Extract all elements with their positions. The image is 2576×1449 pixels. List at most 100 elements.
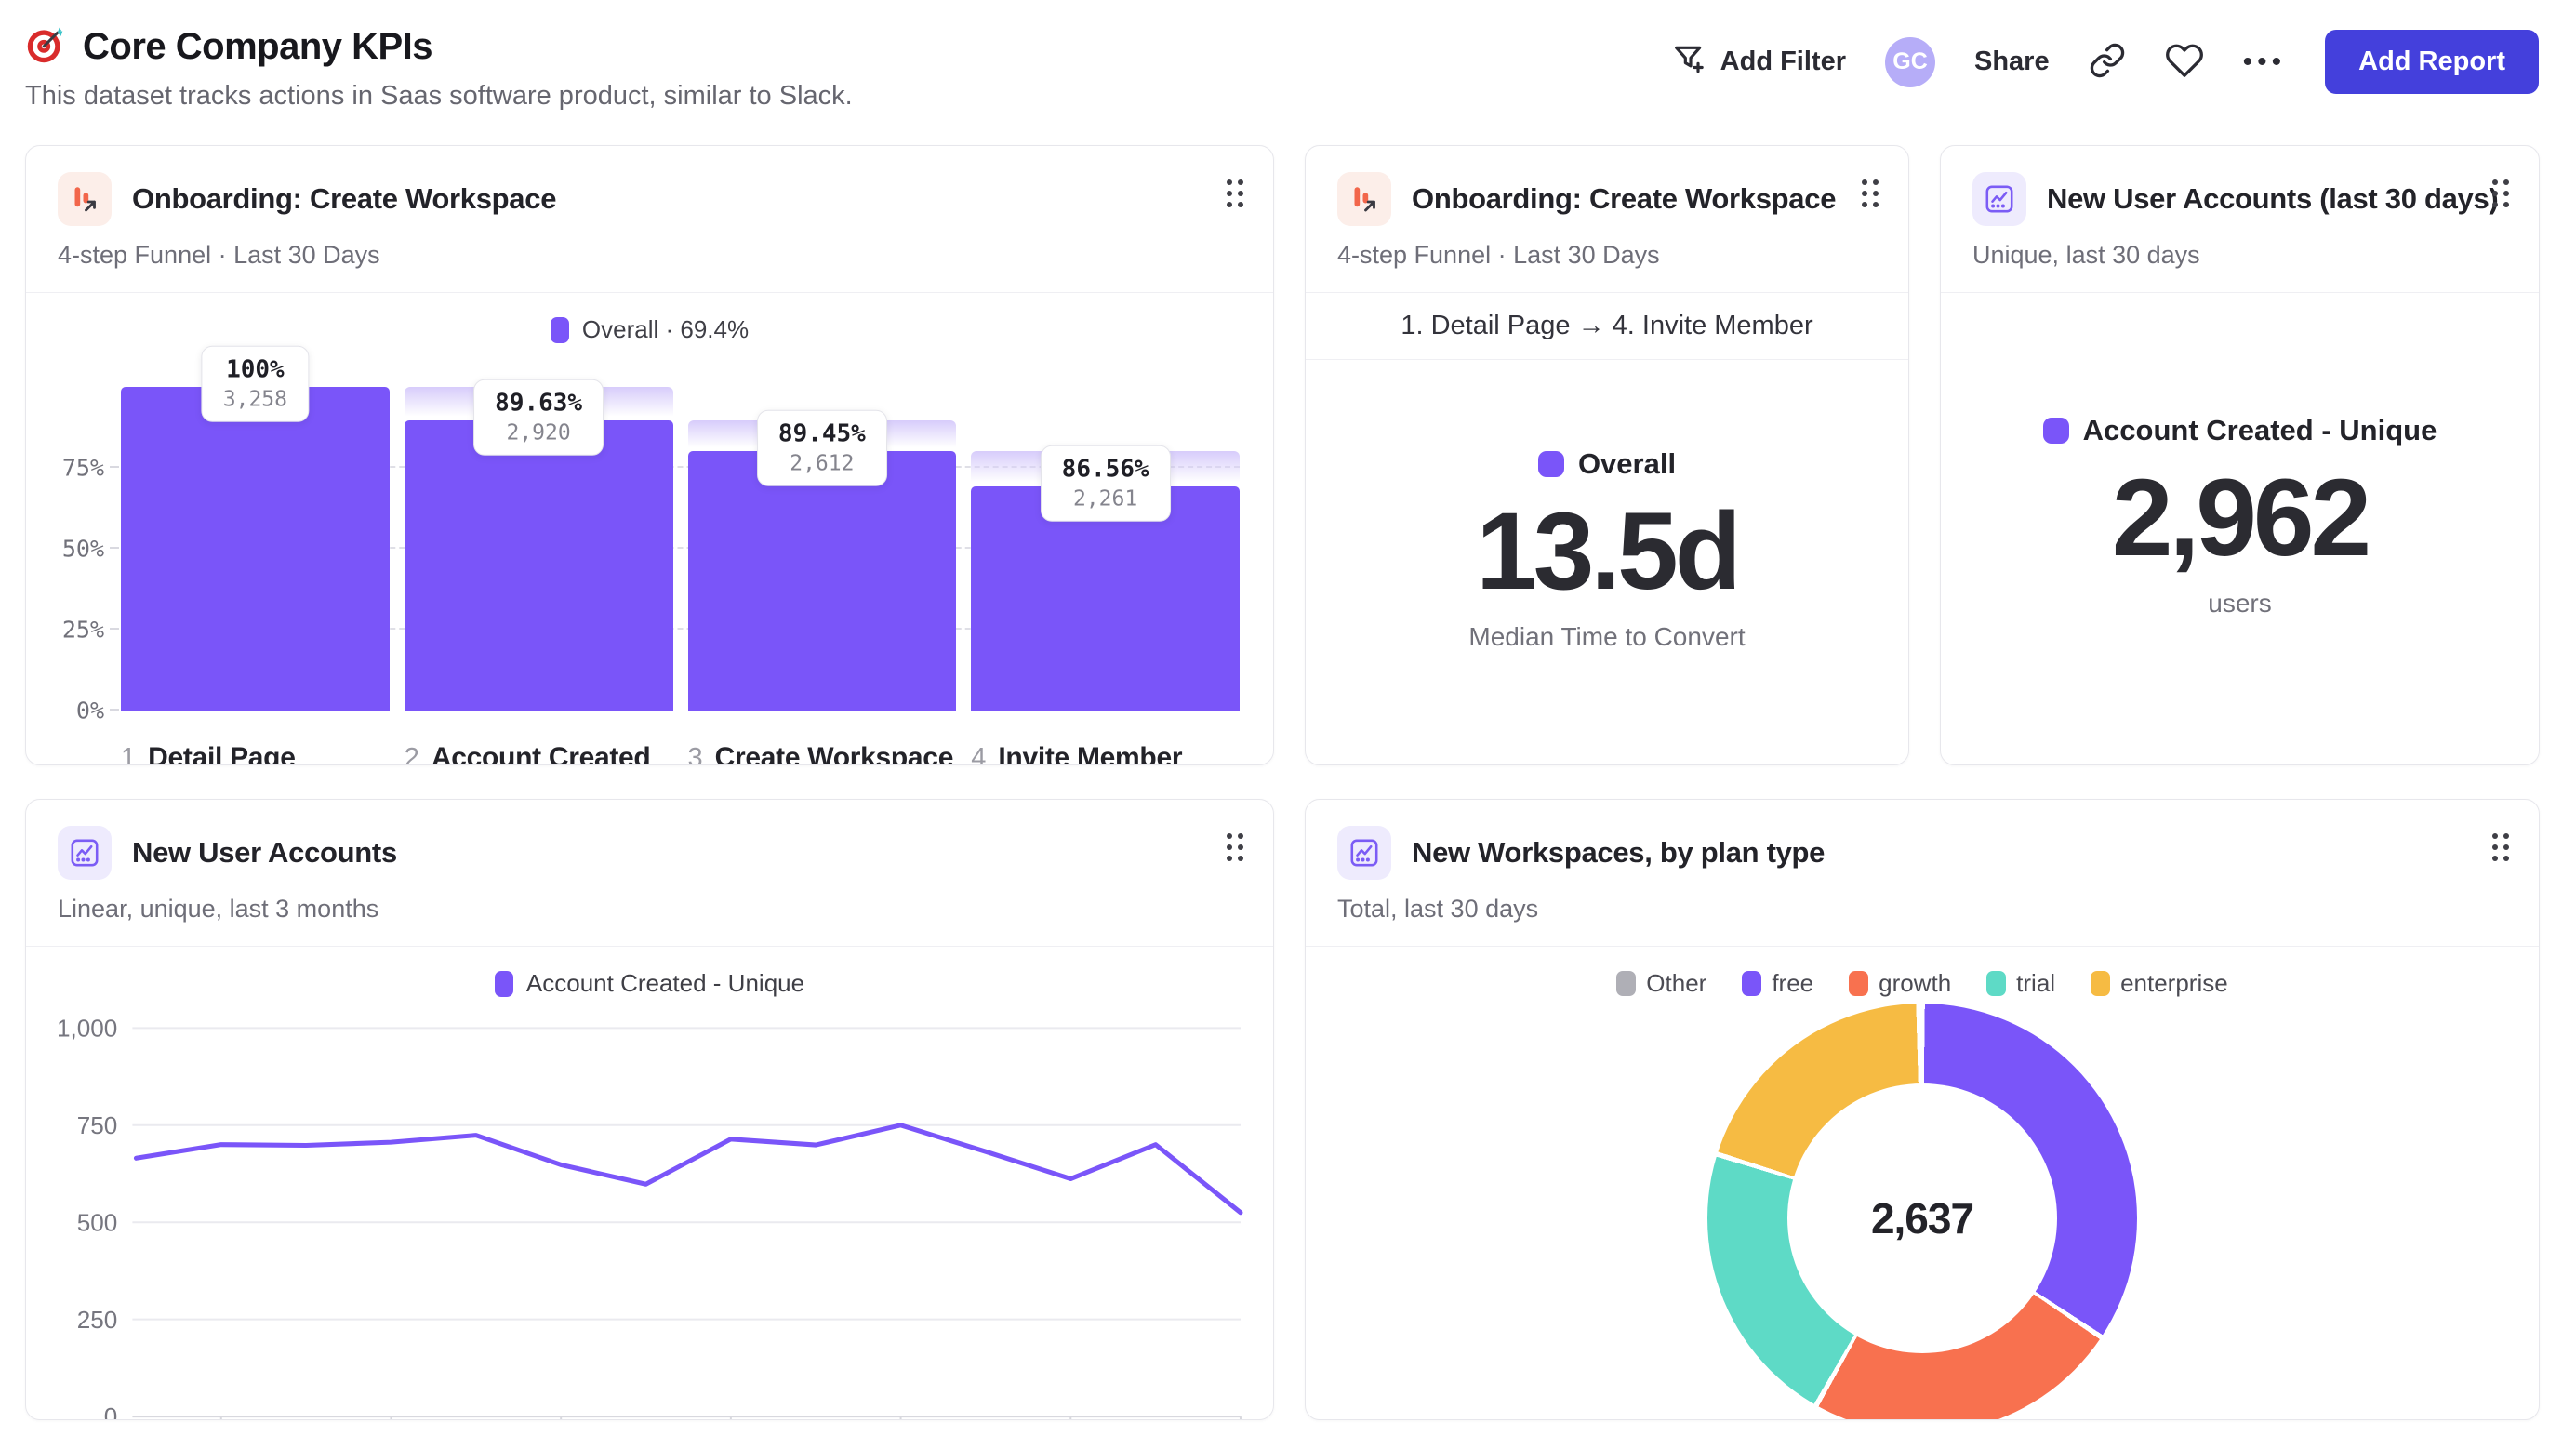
line-chart: Account Created - Unique 1,000 750 500 250 0… <box>26 947 1273 1420</box>
card-title: New User Accounts (last 30 days) <box>2047 182 2499 215</box>
legend-chip <box>1742 971 1762 996</box>
add-report-button[interactable]: Add Report <box>2325 30 2539 94</box>
drag-handle-icon[interactable] <box>1227 833 1243 861</box>
tooltip-percent: 100% <box>226 355 285 384</box>
donut-center-value: 2,637 <box>1870 1194 1974 1243</box>
card-header: Onboarding: Create Workspace 4-step Funn… <box>1306 146 1908 293</box>
legend-item-other[interactable]: Other <box>1616 969 1706 998</box>
drag-handle-icon[interactable] <box>1227 179 1243 207</box>
legend-chip <box>2042 417 2069 444</box>
tooltip-percent: 89.63% <box>495 389 583 418</box>
card-header: Onboarding: Create Workspace 4-step Funn… <box>26 146 1273 293</box>
y-axis-tick <box>110 628 119 630</box>
new-accounts-card: New User Accounts (last 30 days) Unique,… <box>1940 145 2540 765</box>
legend-item-growth[interactable]: growth <box>1849 969 1951 998</box>
drag-handle-icon[interactable] <box>2492 179 2509 207</box>
funnel-legend[interactable]: Overall · 69.4% <box>54 293 1245 344</box>
funnel-gridline <box>121 547 1240 549</box>
funnel-bar[interactable] <box>121 387 390 711</box>
target-icon <box>25 24 66 70</box>
metric-caption: Median Time to Convert <box>1468 621 1746 651</box>
funnel-bar-slot: 100% 3,258 <box>121 345 390 711</box>
funnel-bar-tooltip: 100% 3,258 <box>201 345 309 422</box>
header-actions: Add Filter GC Share ••• Add Report <box>1670 30 2539 94</box>
step-name: Create Workspace <box>714 742 954 765</box>
card-subtitle: Unique, last 30 days <box>1972 241 2200 269</box>
drag-handle-icon[interactable] <box>2492 833 2509 861</box>
svg-text:0: 0 <box>104 1402 118 1420</box>
favorite-button[interactable] <box>2165 41 2204 83</box>
svg-text:250: 250 <box>77 1306 118 1334</box>
page-title: Core Company KPIs <box>83 26 433 67</box>
card-subtitle: Total, last 30 days <box>1337 895 1539 923</box>
funnel-gridline <box>121 628 1240 630</box>
y-axis-label: 0% <box>75 697 104 724</box>
drag-handle-icon[interactable] <box>1862 179 1879 207</box>
legend-label: Account Created - Unique <box>525 969 805 997</box>
legend-label: Other <box>1646 969 1707 997</box>
funnel-bar[interactable] <box>404 420 673 711</box>
step-name: Detail Page <box>148 742 296 765</box>
legend-label: enterprise <box>2120 969 2228 997</box>
tooltip-percent: 89.45% <box>777 419 866 448</box>
avatar[interactable]: GC <box>1885 36 1935 87</box>
tooltip-percent: 86.56% <box>1061 455 1149 484</box>
funnel-bar[interactable] <box>687 451 957 711</box>
funnel-bar[interactable] <box>971 485 1240 711</box>
donut-ring[interactable]: 2,637 <box>1707 1004 2137 1419</box>
funnel-bar-slot: 89.63% 2,920 <box>404 379 673 711</box>
legend-chip <box>550 316 569 343</box>
funnel-bar-tooltip: 86.56% 2,261 <box>1040 445 1171 522</box>
funnel-chart-icon <box>58 172 112 226</box>
line-chart-icon <box>1337 826 1391 880</box>
funnel-chart-icon <box>1337 172 1391 226</box>
legend-chip <box>1537 450 1564 477</box>
metric-legend[interactable]: Account Created - Unique <box>2042 413 2437 447</box>
card-header: New User Accounts Linear, unique, last 3… <box>26 800 1273 947</box>
funnel-chart: Overall · 69.4% 75% 50% 25% 0% 100% 3,258 89.6… <box>26 293 1273 765</box>
heart-icon <box>2165 41 2204 83</box>
funnel-step-labels: 1 Detail Page 2 Account Created 3 Create Work… <box>121 742 1240 765</box>
step-number: 4 <box>971 743 987 765</box>
metric-legend[interactable]: Overall <box>1537 447 1676 481</box>
legend-item-enterprise[interactable]: enterprise <box>2091 969 2228 998</box>
share-button[interactable]: Share <box>1974 47 2050 76</box>
legend-item-trial[interactable]: trial <box>1986 969 2055 998</box>
line-chart-plot-area[interactable]: 1,0007505002500Apr 20May 4May 18Jun 1Jun… <box>26 998 1273 1420</box>
copy-link-button[interactable] <box>2089 42 2126 82</box>
y-axis-tick <box>110 709 119 711</box>
trend-legend[interactable]: Account Created - Unique <box>26 947 1273 998</box>
y-axis-label: 75% <box>61 454 104 482</box>
legend-item-free[interactable]: free <box>1742 969 1813 998</box>
card-subtitle: 4-step Funnel · Last 30 Days <box>1337 241 1660 269</box>
funnel-bar-tooltip: 89.63% 2,920 <box>473 379 604 456</box>
metric-value: 2,962 <box>2111 456 2371 579</box>
funnel-bars: 100% 3,258 89.63% 2,920 89.45% 2,612 86.56% 2,2… <box>121 345 1240 711</box>
page-subtitle: This dataset tracks actions in Saas soft… <box>25 81 853 111</box>
more-button[interactable]: ••• <box>2243 47 2287 78</box>
card-header: New Workspaces, by plan type Total, last… <box>1306 800 2539 947</box>
svg-text:500: 500 <box>77 1208 118 1236</box>
filter-plus-icon <box>1670 40 1707 85</box>
y-axis-label: 50% <box>61 535 104 563</box>
funnel-step-label: 3 Create Workspace <box>688 742 957 765</box>
card-subtitle: Linear, unique, last 3 months <box>58 895 379 923</box>
funnel-step-label: 4 Invite Member <box>971 742 1240 765</box>
step-number: 2 <box>404 743 419 765</box>
legend-label: free <box>1772 969 1814 997</box>
step-name: Account Created <box>431 742 651 765</box>
y-axis-tick <box>110 547 119 549</box>
funnel-bar-slot: 86.56% 2,261 <box>971 387 1240 711</box>
y-axis-tick <box>110 466 119 468</box>
median-time-card: Onboarding: Create Workspace 4-step Funn… <box>1305 145 1909 765</box>
legend-label: trial <box>2016 969 2056 997</box>
legend-label: Account Created - Unique <box>2082 413 2437 446</box>
link-icon <box>2089 42 2126 82</box>
legend-chip <box>2091 971 2111 996</box>
svg-text:1,000: 1,000 <box>57 1014 117 1042</box>
legend-chip <box>1986 971 2007 996</box>
add-filter-button[interactable]: Add Filter <box>1670 40 1846 85</box>
ellipsis-icon: ••• <box>2242 46 2287 77</box>
donut-chart: Other free growth trial enterprise 2,637 <box>1306 947 2539 1419</box>
funnel-plot-area: 75% 50% 25% 0% 100% 3,258 89.63% 2,920 89.45% 2,6… <box>62 345 1240 724</box>
